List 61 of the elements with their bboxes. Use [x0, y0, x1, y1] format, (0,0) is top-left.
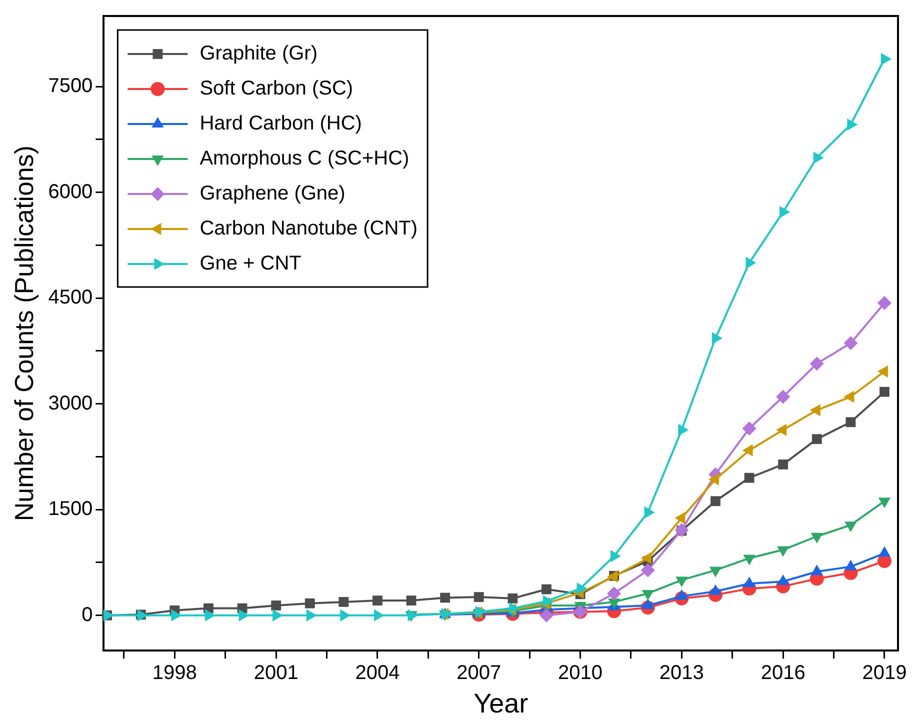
x-axis-title: Year — [474, 688, 528, 718]
x-tick-label: 1998 — [152, 662, 197, 684]
legend-label: Soft Carbon (SC) — [200, 78, 354, 100]
point — [644, 506, 655, 518]
point — [877, 296, 892, 310]
point — [271, 600, 282, 610]
y-axis-title: Number of Counts (Publications) — [8, 145, 39, 522]
point — [238, 609, 250, 622]
point — [712, 332, 722, 344]
y-tick-label: 3000 — [48, 392, 93, 414]
point — [542, 595, 554, 608]
x-tick-label: 2001 — [254, 662, 298, 684]
point — [204, 609, 216, 622]
x-tick-label: 2004 — [355, 662, 400, 684]
point — [474, 592, 484, 602]
y-tick-label: 0 — [82, 604, 93, 626]
legend-label: Graphite (Gr) — [200, 42, 318, 65]
point — [640, 563, 655, 578]
legend-label: Hard Carbon (HC) — [200, 112, 362, 135]
point — [778, 460, 788, 470]
point — [776, 390, 790, 404]
point — [742, 421, 756, 436]
point — [509, 602, 520, 614]
point — [338, 596, 349, 607]
x-tick-label: 2013 — [659, 662, 704, 684]
x-tick-label: 2010 — [558, 662, 603, 684]
point — [810, 356, 824, 371]
point — [374, 609, 384, 622]
y-tick-label: 4500 — [48, 286, 93, 309]
point — [372, 596, 382, 606]
y-tick-label: 7500 — [48, 75, 93, 98]
x-tick-label: 2019 — [862, 662, 907, 684]
point — [576, 582, 588, 595]
point — [542, 584, 552, 594]
point — [844, 336, 858, 350]
point — [710, 496, 720, 506]
point — [442, 608, 452, 620]
point — [475, 606, 486, 618]
point — [408, 609, 418, 622]
x-tick-label: 2016 — [760, 662, 806, 684]
point — [406, 596, 416, 606]
point — [674, 523, 689, 538]
point — [812, 434, 822, 444]
legend-label: Graphene (Gne) — [200, 182, 346, 205]
y-tick-label: 1500 — [48, 498, 93, 520]
point — [846, 417, 856, 428]
legend-label: Amorphous C (SC+HC) — [200, 148, 410, 170]
legend-label: Gne + CNT — [200, 252, 302, 275]
point — [508, 593, 518, 604]
point — [744, 472, 754, 483]
point — [171, 609, 182, 622]
y-tick-label: 6000 — [48, 180, 93, 203]
point — [306, 609, 317, 622]
point — [272, 609, 284, 622]
point — [340, 609, 351, 622]
x-tick-label: 2007 — [456, 662, 502, 684]
point — [440, 592, 450, 603]
point — [304, 598, 315, 608]
point — [607, 586, 622, 600]
point — [880, 386, 890, 397]
legend-label: Carbon Nanotube (CNT) — [200, 218, 418, 240]
